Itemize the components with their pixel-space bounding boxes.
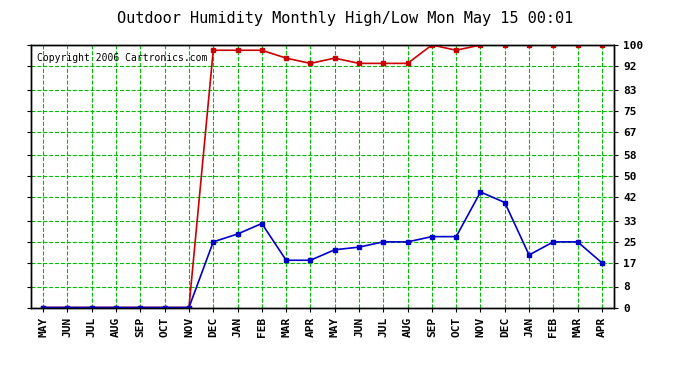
Text: Outdoor Humidity Monthly High/Low Mon May 15 00:01: Outdoor Humidity Monthly High/Low Mon Ma… (117, 11, 573, 26)
Text: Copyright 2006 Cartronics.com: Copyright 2006 Cartronics.com (37, 53, 207, 63)
